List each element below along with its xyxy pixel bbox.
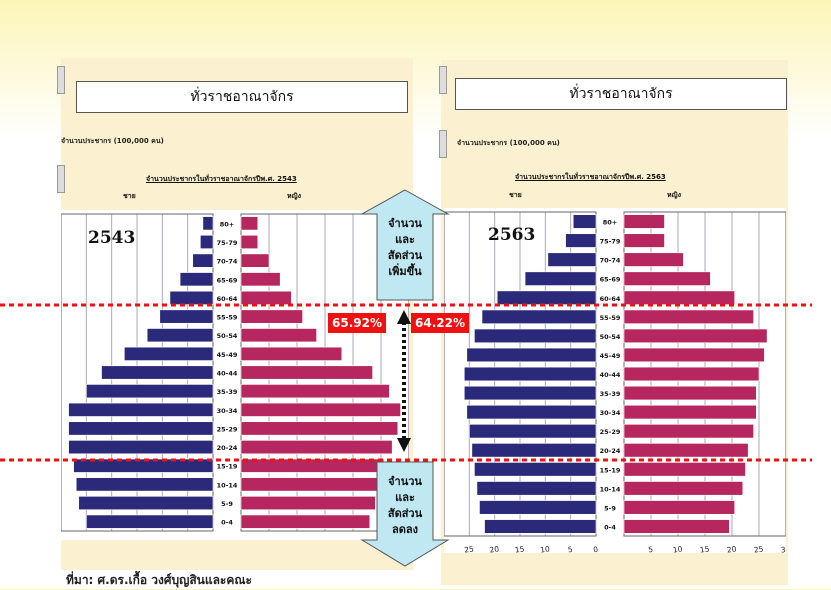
down-arrow-text: จำนวน และ สัดส่วน ลดลง: [377, 474, 433, 538]
up-arrow-text: จำนวน และ สัดส่วน เพิ่มขึ้น: [377, 216, 433, 280]
down-arrow-line-2: และ: [377, 490, 433, 506]
down-arrow-line-3: สัดส่วน: [377, 506, 433, 522]
double-arrow-up-head: [397, 310, 411, 324]
down-arrow-line-1: จำนวน: [377, 474, 433, 490]
percentage-badge-2543: 65.92%: [328, 313, 386, 333]
percentage-badge-2563: 64.22%: [411, 313, 469, 333]
up-arrow-line-3: สัดส่วน: [377, 248, 433, 264]
double-arrow-down-head: [397, 438, 411, 452]
up-arrow-line-2: และ: [377, 232, 433, 248]
up-arrow-line-4: เพิ่มขึ้น: [377, 264, 433, 280]
source-note: ที่มา: ศ.ดร.เกื้อ วงศ์บุญสินและคณะ: [66, 571, 252, 590]
up-arrow-line-1: จำนวน: [377, 216, 433, 232]
down-arrow-line-4: ลดลง: [377, 522, 433, 538]
